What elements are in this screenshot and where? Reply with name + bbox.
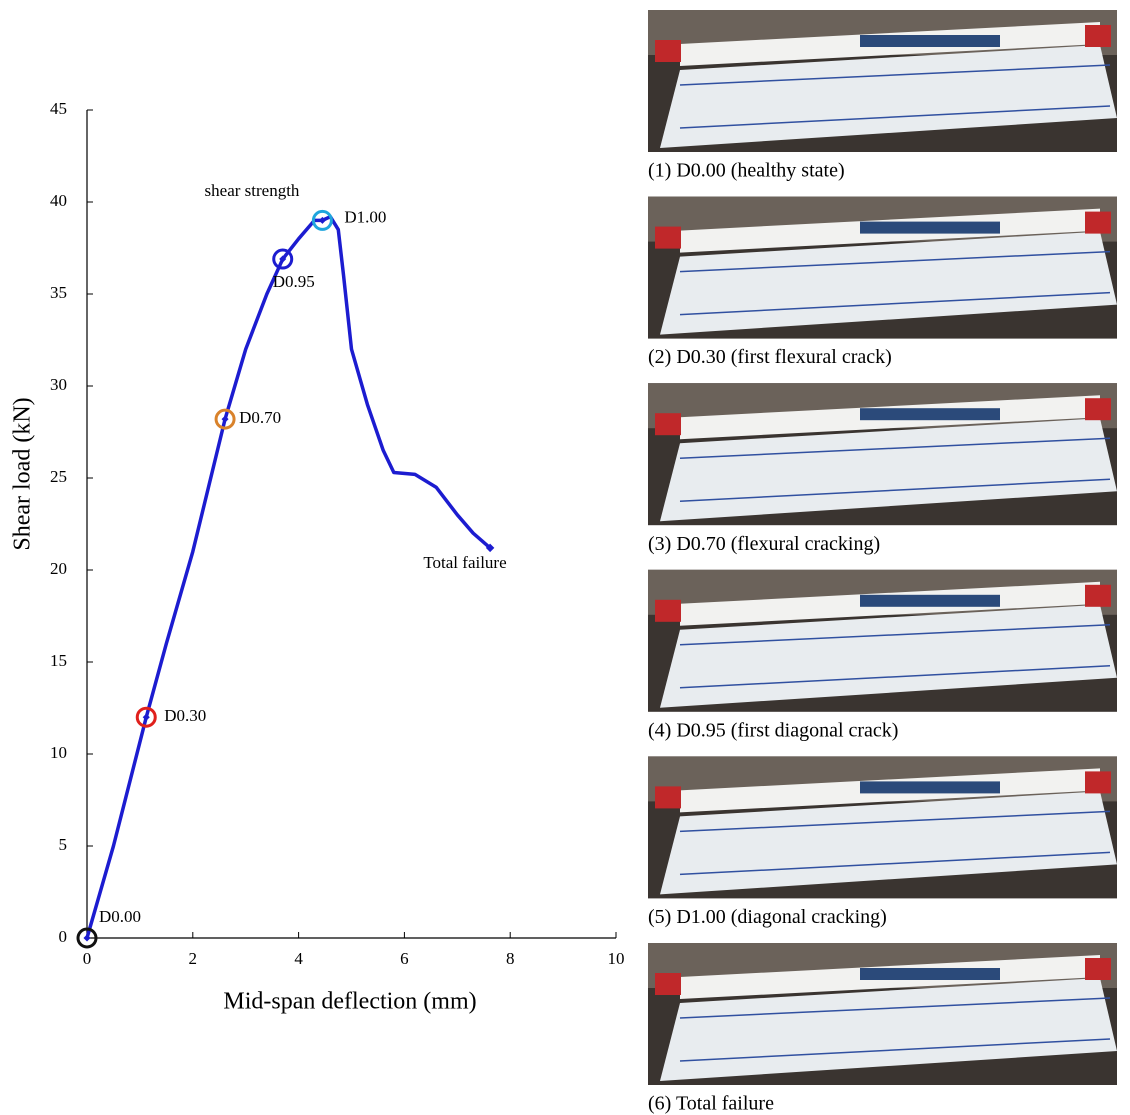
load-plate bbox=[860, 781, 1000, 794]
rebar-line bbox=[679, 1038, 1111, 1062]
key-point-dot bbox=[318, 216, 326, 224]
beam bbox=[660, 978, 1117, 1081]
rebar-line bbox=[679, 478, 1111, 502]
support bbox=[1085, 211, 1111, 234]
x-tick-label: 10 bbox=[608, 949, 625, 968]
data-line bbox=[85, 214, 492, 939]
key-point bbox=[135, 706, 157, 728]
x-tick-label: 4 bbox=[294, 949, 303, 968]
support bbox=[1085, 958, 1111, 980]
photo-caption: (4) D0.95 (first diagonal crack) bbox=[648, 719, 898, 741]
photo-caption: (5) D1.00 (diagonal cracking) bbox=[648, 906, 887, 928]
key-point-dot bbox=[83, 934, 91, 942]
x-axis-label: Mid-span deflection (mm) bbox=[223, 989, 476, 1015]
y-tick-label: 35 bbox=[50, 283, 67, 302]
beam bbox=[660, 791, 1117, 895]
photo-panel: (4) D0.95 (first diagonal crack) bbox=[648, 569, 1117, 741]
key-point bbox=[76, 927, 98, 949]
rebar-line bbox=[679, 624, 1111, 646]
key-point bbox=[272, 248, 294, 270]
x-tick-label: 6 bbox=[400, 949, 409, 968]
support bbox=[655, 40, 681, 62]
support bbox=[1085, 771, 1111, 794]
rebar-line bbox=[679, 64, 1111, 86]
y-tick-label: 40 bbox=[50, 191, 67, 210]
rebar-line bbox=[679, 997, 1111, 1019]
support bbox=[1085, 398, 1111, 421]
y-axis-label: Shear load (kN) bbox=[10, 397, 36, 550]
support bbox=[1085, 25, 1111, 47]
load-plate bbox=[860, 594, 1000, 607]
photo-panel: (6) Total failure bbox=[648, 943, 1117, 1115]
beam bbox=[660, 604, 1117, 708]
x-tick-label: 0 bbox=[83, 949, 92, 968]
rebar-line bbox=[679, 291, 1111, 316]
rebar-line bbox=[679, 665, 1111, 689]
photo-panel: (3) D0.70 (flexural cracking) bbox=[648, 383, 1117, 555]
beam bbox=[660, 45, 1117, 148]
photo-caption: (3) D0.70 (flexural cracking) bbox=[648, 533, 880, 555]
photo-panel: (2) D0.30 (first flexural crack) bbox=[648, 196, 1117, 368]
point-label: D0.00 bbox=[99, 907, 141, 926]
load-plate bbox=[860, 221, 1000, 234]
rebar-line bbox=[679, 851, 1111, 876]
end-marker bbox=[485, 543, 495, 553]
support bbox=[1085, 584, 1111, 607]
load-plate bbox=[860, 408, 1000, 421]
photo-panel: (1) D0.00 (healthy state) bbox=[648, 10, 1117, 182]
key-point bbox=[214, 408, 236, 430]
support bbox=[655, 226, 681, 249]
y-tick-label: 45 bbox=[50, 99, 67, 118]
point-label: D1.00 bbox=[344, 207, 386, 226]
support bbox=[655, 599, 681, 622]
rebar-line bbox=[679, 437, 1111, 459]
photo-panel: (5) D1.00 (diagonal cracking) bbox=[648, 756, 1117, 928]
photo-caption: (6) Total failure bbox=[648, 1093, 774, 1115]
photo-caption: (1) D0.00 (healthy state) bbox=[648, 160, 845, 182]
y-tick-label: 15 bbox=[50, 651, 67, 670]
rebar-line bbox=[679, 250, 1111, 273]
point-label: D0.95 bbox=[273, 272, 315, 291]
y-tick-label: 0 bbox=[59, 927, 68, 946]
photo-caption: (2) D0.30 (first flexural crack) bbox=[648, 346, 892, 368]
rebar-line bbox=[679, 105, 1111, 129]
support bbox=[655, 413, 681, 436]
support bbox=[655, 973, 681, 995]
beam bbox=[660, 418, 1117, 522]
beam bbox=[660, 231, 1117, 335]
point-label: D0.30 bbox=[164, 706, 206, 725]
y-tick-label: 25 bbox=[50, 467, 67, 486]
load-plate bbox=[860, 35, 1000, 47]
y-tick-label: 20 bbox=[50, 559, 67, 578]
key-point bbox=[311, 209, 333, 231]
y-tick-label: 10 bbox=[50, 743, 67, 762]
point-label: D0.70 bbox=[239, 408, 281, 427]
load-plate bbox=[860, 968, 1000, 980]
x-tick-label: 2 bbox=[189, 949, 198, 968]
key-point-dot bbox=[279, 255, 287, 263]
key-point-dot bbox=[142, 713, 150, 721]
key-point-dot bbox=[221, 415, 229, 423]
support bbox=[655, 786, 681, 809]
rebar-line bbox=[679, 810, 1111, 833]
annotation: Total failure bbox=[423, 553, 506, 572]
x-tick-label: 8 bbox=[506, 949, 515, 968]
y-tick-label: 30 bbox=[50, 375, 67, 394]
annotation: shear strength bbox=[205, 181, 300, 200]
y-tick-label: 5 bbox=[59, 835, 68, 854]
